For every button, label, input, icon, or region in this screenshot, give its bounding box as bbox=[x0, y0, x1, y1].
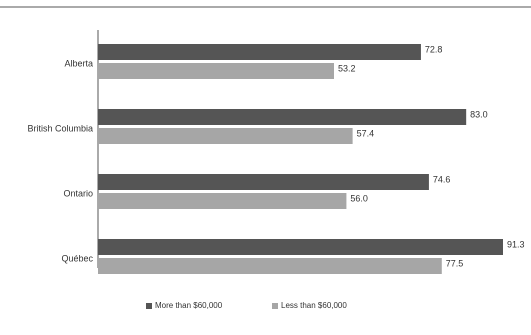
legend-label: More than $60,000 bbox=[155, 301, 223, 310]
bar bbox=[98, 239, 503, 255]
bar bbox=[98, 193, 347, 209]
data-label: 56.0 bbox=[350, 193, 368, 203]
bar bbox=[98, 128, 353, 144]
data-label: 83.0 bbox=[470, 109, 488, 119]
bar bbox=[98, 109, 467, 125]
data-label: 57.4 bbox=[357, 128, 375, 138]
category-label: Ontario bbox=[63, 188, 93, 198]
legend-swatch bbox=[272, 303, 278, 309]
category-label: British Columbia bbox=[27, 123, 93, 133]
bar bbox=[98, 258, 442, 274]
data-label: 74.6 bbox=[433, 174, 451, 184]
category-label: Québec bbox=[61, 253, 93, 263]
legend-swatch bbox=[146, 303, 152, 309]
bar bbox=[98, 174, 429, 190]
data-label: 53.2 bbox=[338, 63, 356, 73]
category-label: Alberta bbox=[64, 58, 93, 68]
bar bbox=[98, 44, 421, 60]
bar bbox=[98, 63, 334, 79]
data-label: 72.8 bbox=[425, 44, 443, 54]
data-label: 91.3 bbox=[507, 239, 525, 249]
legend-label: Less than $60,000 bbox=[281, 301, 347, 310]
data-label: 77.5 bbox=[446, 258, 464, 268]
